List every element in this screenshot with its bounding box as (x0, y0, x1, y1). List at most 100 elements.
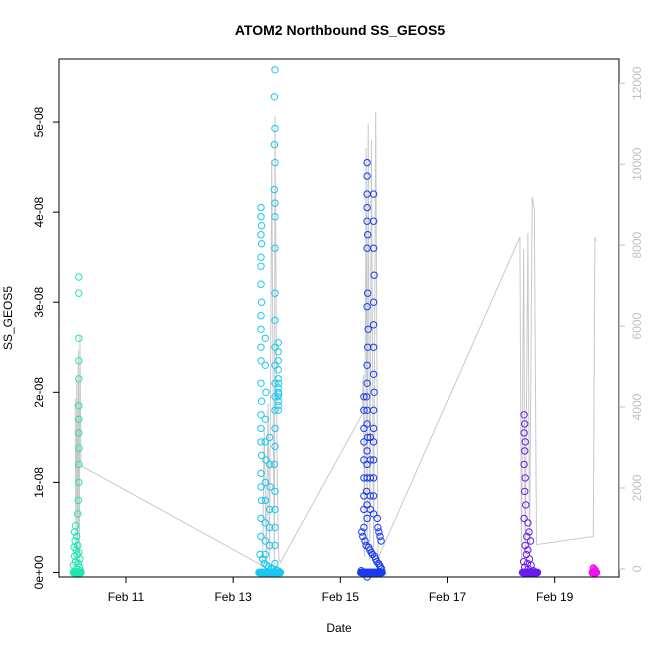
y2-tick-label: 8000 (630, 231, 644, 258)
y2-axis-altitude: 0 2000 4000 6000 8000 10000 12000 (619, 66, 644, 572)
data-point (257, 424, 265, 433)
data-point (271, 213, 279, 221)
data-point (369, 474, 378, 482)
data-point (262, 456, 270, 464)
data-point (257, 451, 266, 460)
data-point (75, 415, 83, 423)
data-point (271, 442, 279, 451)
data-point (360, 424, 368, 433)
data-point (261, 334, 269, 342)
y-axis-label: SS_GEOS5 (1, 286, 15, 350)
data-point (75, 402, 83, 410)
data-point (521, 563, 529, 571)
data-point (265, 541, 274, 550)
data-point (75, 444, 83, 452)
data-point (75, 478, 83, 487)
data-point (75, 273, 83, 281)
y2-tick-label: 12000 (630, 66, 644, 100)
y2-tick-label: 4000 (630, 393, 644, 420)
data-point (257, 469, 265, 478)
x-tick-label: Feb 19 (536, 590, 574, 604)
data-point (377, 537, 385, 545)
data-point (75, 334, 83, 342)
data-point (374, 568, 382, 577)
data-point (271, 541, 279, 550)
data-point (369, 190, 378, 198)
data-point (520, 411, 528, 419)
data-point (271, 124, 279, 133)
data-point (366, 456, 374, 464)
data-point (369, 568, 377, 577)
data-point (523, 532, 531, 541)
y2-tick-label: 6000 (630, 312, 644, 339)
data-point (256, 568, 264, 577)
x-axis: Feb 11 Feb 13 Feb 15 Feb 17 Feb 19 (108, 577, 574, 604)
data-point (257, 438, 265, 446)
data-point (261, 568, 269, 577)
data-point (274, 348, 282, 356)
data-point (270, 185, 279, 194)
data-point (257, 312, 265, 320)
data-point (261, 478, 269, 487)
data-point (75, 357, 83, 365)
data-point (360, 523, 368, 532)
data-point (589, 568, 597, 577)
x-tick-label: Feb 13 (214, 590, 252, 604)
data-point (272, 568, 280, 577)
series-flight-5 (588, 564, 601, 577)
y-tick-label: 4e-08 (32, 196, 46, 227)
data-point (265, 505, 274, 514)
data-point (366, 433, 374, 442)
data-point (364, 568, 372, 577)
y-tick-label: 2e-08 (32, 377, 46, 408)
data-point (521, 474, 529, 482)
data-point (257, 213, 265, 221)
data-point (271, 289, 279, 297)
plot-clip-group (69, 66, 601, 581)
data-point (361, 537, 369, 545)
data-point (364, 231, 372, 239)
data-point (257, 397, 266, 405)
data-point (360, 406, 368, 414)
data-point (274, 406, 282, 414)
y-tick-label: 1e-08 (32, 467, 46, 498)
data-point (367, 568, 375, 577)
data-point (265, 523, 274, 532)
data-point (267, 564, 275, 572)
data-point (271, 66, 279, 74)
data-point (373, 514, 381, 523)
data-point (528, 568, 536, 577)
data-point (274, 393, 282, 401)
y-tick-label: 5e-08 (32, 106, 46, 137)
data-point (363, 217, 371, 225)
data-point (592, 568, 600, 577)
data-point (519, 568, 527, 577)
data-point (520, 429, 528, 437)
data-point (375, 561, 384, 569)
data-point (257, 253, 265, 261)
data-point (363, 190, 371, 198)
data-point (257, 532, 265, 541)
x-tick-label: Feb 17 (429, 590, 467, 604)
data-point (271, 487, 279, 496)
data-point (274, 339, 282, 347)
data-point (261, 415, 269, 423)
data-point (366, 492, 374, 500)
data-point (70, 528, 79, 536)
data-point (363, 303, 371, 311)
data-point (369, 321, 378, 329)
data-point (271, 244, 279, 252)
data-point (75, 568, 83, 577)
data-point (266, 483, 274, 491)
data-point (520, 460, 528, 469)
data-point (77, 568, 85, 577)
data-point (75, 375, 83, 383)
data-point (366, 474, 374, 482)
series-flight-4 (518, 411, 542, 577)
series-flight-3 (357, 158, 386, 581)
data-point (275, 567, 283, 576)
data-point (371, 568, 379, 577)
data-point (526, 537, 535, 545)
data-point (75, 289, 83, 297)
data-point (257, 496, 266, 505)
